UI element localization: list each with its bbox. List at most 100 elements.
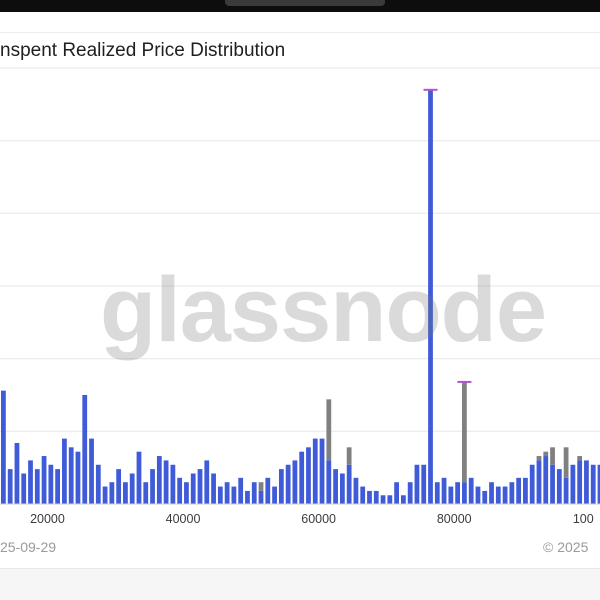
bar-0	[516, 477, 522, 504]
bar-0	[482, 490, 488, 504]
bar-0	[258, 490, 264, 504]
bar-0	[238, 477, 244, 504]
bar-0	[462, 482, 467, 504]
bar-0	[468, 477, 474, 504]
bar-0	[509, 482, 515, 504]
bar-0	[448, 486, 454, 504]
bar-0	[14, 442, 20, 504]
bar-1	[577, 456, 583, 461]
bar-0	[163, 460, 169, 504]
bar-0	[523, 477, 528, 504]
bar-0	[62, 438, 67, 504]
bar-0	[590, 464, 596, 504]
bar-0	[394, 482, 399, 504]
bar-0	[170, 464, 176, 504]
bar-1	[326, 399, 332, 461]
bar-0	[1, 390, 6, 504]
bar-0	[299, 451, 305, 504]
bar-0	[529, 464, 535, 504]
bar-0	[245, 490, 250, 504]
bar-0	[177, 477, 183, 504]
bar-0	[346, 464, 352, 504]
bar-0	[204, 460, 210, 504]
bar-0	[7, 469, 13, 504]
x-tick-label: 100	[573, 512, 594, 526]
bar-0	[55, 469, 61, 504]
bar-0	[353, 477, 359, 504]
bar-0	[489, 482, 494, 504]
top-divider	[0, 32, 600, 33]
bar-0	[211, 473, 216, 504]
bar-0	[387, 495, 393, 504]
bottom-band	[0, 568, 600, 600]
bar-0	[82, 395, 88, 504]
bar-0	[434, 482, 440, 504]
x-tick-label: 60000	[301, 512, 336, 526]
bar-0	[339, 473, 345, 504]
bar-0	[150, 469, 155, 504]
bar-0	[312, 438, 318, 504]
bar-0	[48, 464, 54, 504]
bar-1	[346, 447, 352, 465]
bar-0	[319, 438, 325, 504]
bar-0	[41, 456, 47, 504]
bar-0	[34, 469, 40, 504]
bar-0	[407, 482, 413, 504]
bar-0	[116, 469, 122, 504]
bar-0	[455, 482, 461, 504]
copyright-text: © 2025	[543, 539, 589, 555]
bar-1	[543, 451, 549, 457]
bar-0	[89, 438, 94, 504]
bar-0	[278, 469, 284, 504]
bar-0	[136, 451, 142, 504]
bar-0	[156, 456, 162, 504]
bar-0	[231, 486, 237, 504]
bar-0	[285, 464, 291, 504]
top-bar	[0, 0, 600, 12]
bar-0	[95, 464, 101, 504]
bar-0	[597, 464, 600, 504]
top-bar-tab	[225, 0, 385, 6]
bar-0	[217, 486, 223, 504]
bar-1	[550, 447, 555, 465]
bar-0	[265, 477, 271, 504]
bar-0	[556, 469, 562, 504]
bar-0	[401, 495, 406, 504]
bar-0	[502, 486, 508, 504]
bar-0	[414, 464, 420, 504]
bar-0	[272, 486, 277, 504]
bar-0	[123, 482, 128, 504]
bar-1	[462, 381, 467, 483]
bar-0	[550, 464, 555, 504]
bar-0	[143, 482, 149, 504]
bar-0	[584, 460, 589, 504]
x-tick-label: 40000	[166, 512, 201, 526]
bar-0	[306, 447, 311, 504]
bar-1	[563, 447, 569, 478]
bar-0	[326, 460, 332, 504]
bar-0	[109, 482, 115, 504]
bar-0	[536, 460, 542, 504]
bar-0	[577, 460, 583, 504]
bar-0	[224, 482, 230, 504]
bar-0	[21, 473, 27, 504]
bar-0	[428, 89, 433, 505]
bottom-band-divider	[0, 568, 600, 569]
bar-0	[333, 469, 338, 504]
x-tick-label: 80000	[437, 512, 472, 526]
bar-0	[129, 473, 135, 504]
bar-0	[102, 486, 108, 504]
bar-0	[68, 447, 74, 504]
bar-1	[536, 456, 542, 461]
bar-1	[258, 482, 264, 491]
bar-0	[190, 473, 196, 504]
bar-0	[75, 451, 81, 504]
bar-0	[495, 486, 501, 504]
bar-0	[421, 464, 427, 504]
bar-0	[360, 486, 366, 504]
bar-0	[197, 469, 203, 504]
bar-0	[441, 477, 447, 504]
date-label: 25-09-29	[0, 539, 57, 555]
bar-0	[543, 456, 549, 504]
